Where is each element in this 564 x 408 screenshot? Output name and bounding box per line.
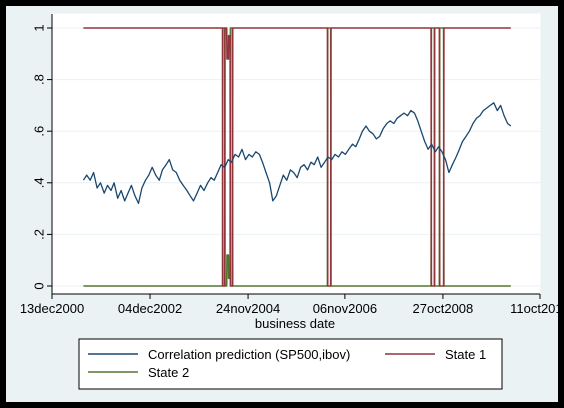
- series-layer: [82, 27, 512, 287]
- plot-area: [51, 13, 541, 295]
- y-tick-label: 1: [32, 24, 47, 31]
- x-tick-label: 11oct2010: [510, 301, 564, 316]
- legend-label-correlation: Correlation prediction (SP500,ibov): [148, 347, 350, 362]
- legend-label-state1: State 1: [445, 347, 486, 362]
- x-tick-label: 04dec2002: [118, 301, 182, 316]
- x-tick-label: 06nov2006: [313, 301, 377, 316]
- legend: Correlation prediction (SP500,ibov) State…: [88, 347, 486, 380]
- x-axis-title: business date: [255, 316, 335, 331]
- x-ticks: 13dec2000 04dec2002 24nov2004 06nov2006 27oc…: [20, 294, 564, 316]
- series-line-correlation: [82, 102, 512, 205]
- x-tick-label: 13dec2000: [20, 301, 84, 316]
- legend-box: [78, 338, 503, 390]
- y-tick-label: .6: [32, 126, 47, 137]
- axes: [51, 14, 540, 295]
- x-tick-label: 27oct2008: [413, 301, 474, 316]
- x-tick-label: 24nov2004: [216, 301, 280, 316]
- y-tick-label: .2: [32, 229, 47, 240]
- y-tick-label: .4: [32, 177, 47, 188]
- legend-label-state2: State 2: [148, 365, 189, 380]
- series-line-state1: [83, 27, 511, 287]
- y-tick-label: .8: [32, 74, 47, 85]
- y-tick-label: 0: [32, 282, 47, 289]
- y-ticks: 0 .2 .4 .6 .8 1: [32, 24, 52, 290]
